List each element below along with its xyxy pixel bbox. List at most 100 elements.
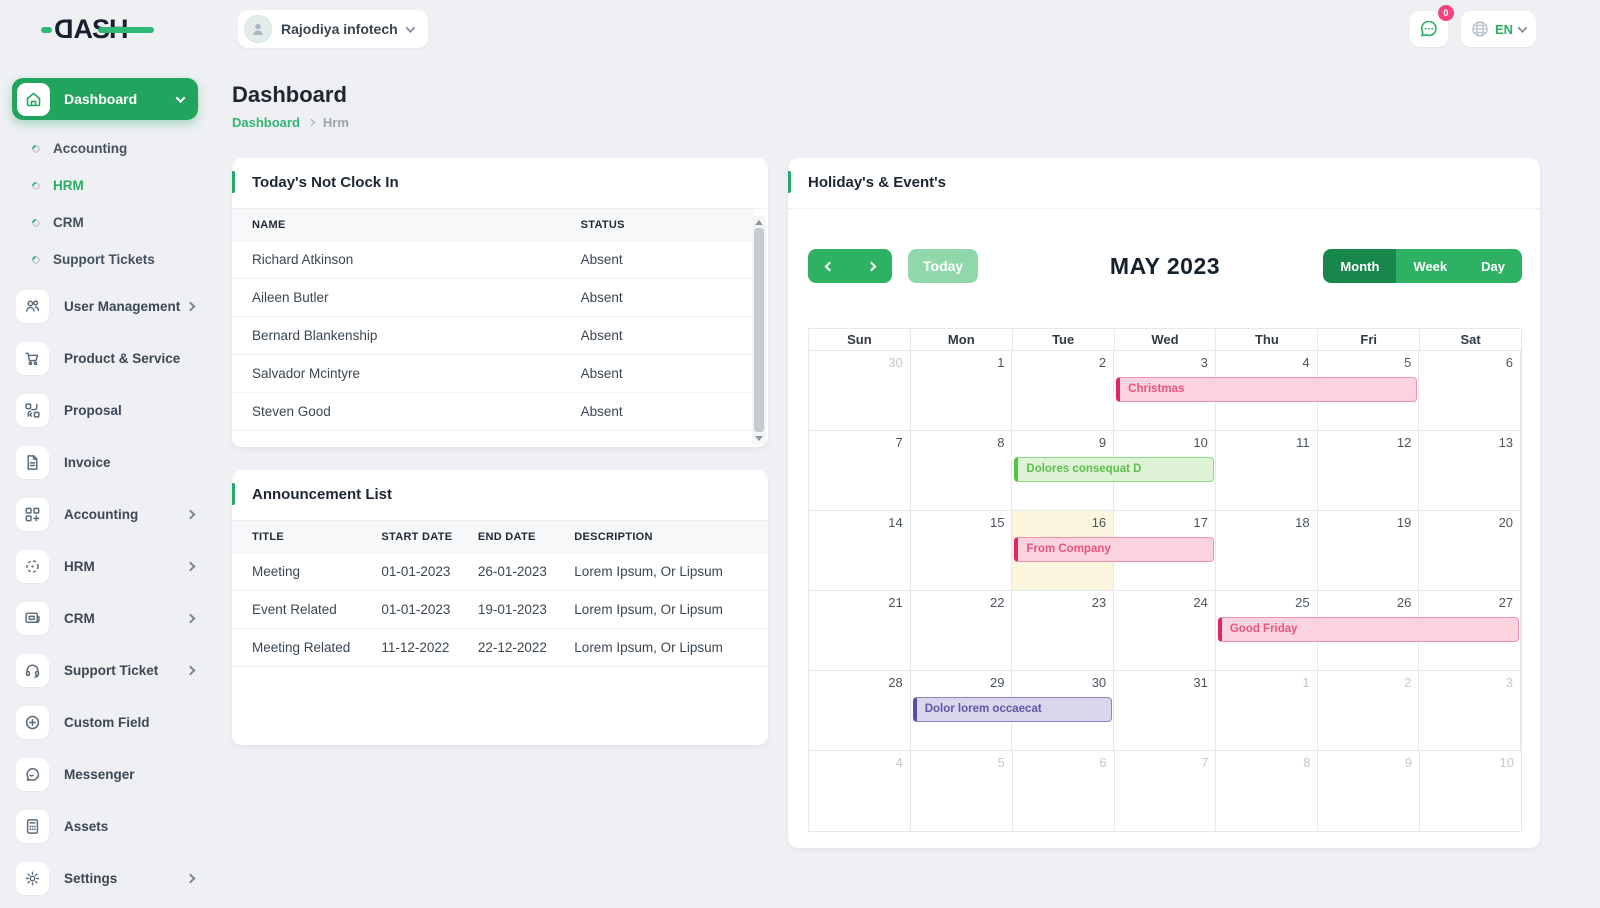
sidebar-item-crm[interactable]: CRM [12, 596, 198, 641]
calendar-day-cell[interactable]: 2 [1318, 671, 1420, 750]
calendar-day-cell[interactable]: 18 [1216, 511, 1318, 590]
calendar-day-cell[interactable]: 7 [809, 431, 911, 510]
calendar-day-cell[interactable]: 7 [1115, 751, 1217, 831]
calendar-view-switcher: Month Week Day [1323, 249, 1522, 283]
calendar-day-cell[interactable]: 14 [809, 511, 911, 590]
table-row: Event Related 01-01-2023 19-01-2023 Lorem I… [232, 590, 768, 629]
calendar-week-row: 30 1 2 3 4 5 6 Christmas [809, 351, 1522, 431]
date-number: 30 [1091, 675, 1107, 690]
subitem-label: Support Tickets [53, 252, 155, 267]
calendar-event-from-company[interactable]: From Company [1014, 537, 1214, 562]
calendar-day-cell[interactable]: 6 [1013, 751, 1115, 831]
calendar-day-cell[interactable]: 12 [1318, 431, 1420, 510]
calendar-day-cell[interactable]: 10 [1420, 751, 1521, 831]
calendar-day-cell[interactable]: 4 [809, 751, 911, 831]
calendar-day-cell[interactable]: 17 [1114, 511, 1216, 590]
calendar-event-good-friday[interactable]: Good Friday [1217, 617, 1519, 642]
calendar-day-cell[interactable]: 3 [1419, 671, 1522, 750]
table-row: Steven Good Absent [232, 392, 753, 431]
sidebar-item-custom-field[interactable]: Custom Field [12, 700, 198, 745]
sidebar-item-accounting[interactable]: Accounting [12, 492, 198, 537]
sidebar-item-label: Proposal [64, 403, 122, 418]
sidebar-item-settings[interactable]: Settings [12, 856, 198, 901]
circle-bullet-icon [30, 179, 42, 192]
calendar-day-cell[interactable]: 13 [1419, 431, 1522, 510]
logo-bar-icon [97, 27, 154, 34]
calendar-day-cell[interactable]: 27 [1419, 591, 1522, 670]
calendar-day-cell[interactable]: 2 [1012, 351, 1115, 430]
prev-month-button[interactable] [808, 249, 850, 283]
scroll-down-icon[interactable] [752, 432, 766, 444]
sidebar-item-assets[interactable]: Assets [12, 804, 198, 849]
calendar-event-dolores-consequat-d[interactable]: Dolores consequat D [1014, 457, 1214, 482]
calendar-day-cell[interactable]: 30 [1012, 671, 1115, 750]
calendar-toolbar: Today MAY 2023 Month Week Day [808, 249, 1522, 283]
messages-button[interactable]: 0 [1409, 5, 1454, 47]
calendar-day-cell[interactable]: 5 [1318, 351, 1420, 430]
company-selector[interactable]: Rajodiya infotech [238, 10, 428, 48]
date-number: 28 [888, 675, 903, 690]
sidebar-item-user-management[interactable]: User Management [12, 284, 198, 329]
sidebar-subitem-hrm[interactable]: HRM [12, 167, 198, 204]
calendar-day-cell[interactable]: 30 [809, 351, 911, 430]
sidebar-item-support-ticket[interactable]: Support Ticket [12, 648, 198, 693]
breadcrumb-dashboard-link[interactable]: Dashboard [232, 115, 300, 130]
scroll-up-icon[interactable] [752, 216, 766, 228]
calendar-day-cell[interactable]: 1 [911, 351, 1013, 430]
scrollbar[interactable] [752, 216, 766, 444]
calendar-day-cell[interactable]: 21 [809, 591, 911, 670]
sidebar-subitem-support-tickets[interactable]: Support Tickets [12, 241, 198, 278]
sidebar-item-product-service[interactable]: Product & Service [12, 336, 198, 381]
calendar-day-cell[interactable]: 23 [1012, 591, 1115, 670]
view-week-button[interactable]: Week [1396, 249, 1465, 283]
day-header-sat: Sat [1460, 332, 1481, 347]
table-cell: 22-12-2022 [467, 628, 565, 667]
view-day-button[interactable]: Day [1464, 249, 1522, 283]
table-cell: Lorem Ipsum, Or Lipsum [564, 628, 768, 667]
sidebar-item-hrm[interactable]: HRM [12, 544, 198, 589]
calendar-day-cell[interactable]: 28 [809, 671, 911, 750]
logo: DASH [0, 14, 212, 45]
calendar-day-cell[interactable]: 9 [1318, 751, 1421, 831]
calendar-day-cell[interactable]: 22 [911, 591, 1013, 670]
sidebar-item-messenger[interactable]: Messenger [12, 752, 198, 797]
sidebar-items: User Management Product & Service Proposal… [12, 284, 198, 901]
next-month-button[interactable] [850, 249, 892, 283]
sidebar-item-invoice[interactable]: Invoice [12, 440, 198, 485]
date-number: 10 [1499, 755, 1515, 770]
calendar-day-cell[interactable]: 31 [1114, 671, 1216, 750]
scrollbar-thumb[interactable] [754, 228, 764, 432]
calendar-day-cell[interactable]: 20 [1419, 511, 1522, 590]
sidebar-subitem-accounting[interactable]: Accounting [12, 130, 198, 167]
calendar-day-cell[interactable]: 8 [911, 431, 1013, 510]
calendar-day-cell[interactable]: 8 [1216, 751, 1319, 831]
today-button[interactable]: Today [908, 249, 979, 283]
sidebar-item-label: CRM [64, 611, 95, 626]
sidebar-subitem-crm[interactable]: CRM [12, 204, 198, 241]
day-header-wed: Wed [1115, 329, 1217, 350]
calendar-event-christmas[interactable]: Christmas [1116, 377, 1418, 402]
calendar-day-cell[interactable]: 1 [1216, 671, 1318, 750]
calendar-day-cell[interactable]: 11 [1216, 431, 1318, 510]
sidebar-item-dashboard[interactable]: Dashboard [12, 78, 198, 120]
calendar-day-cell[interactable]: 15 [911, 511, 1013, 590]
calendar-day-cell[interactable]: 5 [911, 751, 1013, 831]
subitem-label: Accounting [53, 141, 128, 156]
calendar-event-dolor-lorem-occaecat[interactable]: Dolor lorem occaecat [912, 697, 1113, 722]
date-number: 23 [1091, 595, 1107, 610]
date-number: 9 [1098, 435, 1107, 450]
date-number: 2 [1404, 675, 1412, 690]
calendar-day-cell[interactable]: 24 [1114, 591, 1216, 670]
chevron-right-icon [307, 118, 315, 127]
column-header-start-date: START DATE [371, 521, 468, 553]
calendar-day-cell[interactable]: 6 [1419, 351, 1522, 430]
sidebar-item-label: Product & Service [64, 351, 181, 366]
view-month-button[interactable]: Month [1323, 249, 1397, 283]
date-number: 5 [997, 755, 1005, 770]
sidebar-item-proposal[interactable]: Proposal [12, 388, 198, 433]
language-selector[interactable]: EN [1460, 11, 1536, 47]
table-cell: Absent [570, 392, 753, 431]
calendar-day-cell[interactable]: 10 [1114, 431, 1216, 510]
calendar-day-cell[interactable]: 19 [1318, 511, 1420, 590]
plus-circle-icon [16, 706, 49, 739]
